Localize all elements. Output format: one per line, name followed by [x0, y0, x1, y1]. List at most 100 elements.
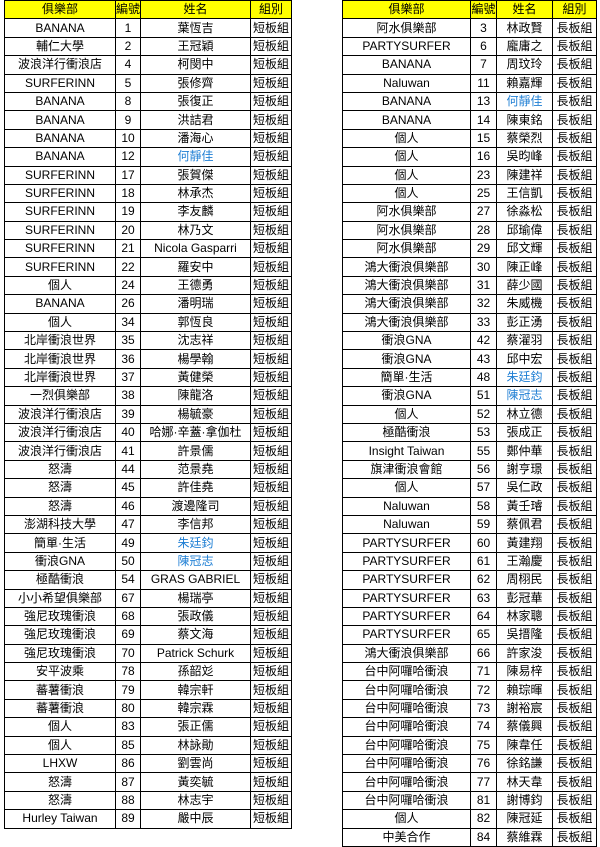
row: 衝浪GNA 42 蔡濯羽 長板組: [342, 331, 597, 351]
name-cell: 鄭仲華: [496, 441, 553, 461]
name-cell: 黃健榮: [140, 367, 251, 388]
group-cell: 短板組: [250, 91, 292, 112]
name-cell: 吳仁政: [496, 478, 553, 498]
long-board-table: 俱樂部 編號 姓名 組別 阿水俱樂部 3 林政賢 長板組 PARTYSURFER 6 龐庸之 長板組 B…: [342, 0, 597, 847]
name-cell: 陳東銘: [496, 110, 553, 130]
name-cell: 張賀傑: [140, 165, 251, 185]
row: BANANA 26 潘明瑞 短板組: [4, 294, 292, 314]
number-cell: 13: [470, 91, 497, 112]
group-cell: 長板組: [552, 533, 597, 553]
row: 澎湖科技大學 47 李信邦 短板組: [4, 514, 292, 535]
club-cell: 衝浪GNA: [4, 551, 116, 572]
name-cell: 黃建翔: [496, 533, 553, 553]
number-cell: 66: [470, 643, 497, 664]
club-cell: BANANA: [4, 147, 116, 167]
group-cell: 長板組: [552, 754, 597, 774]
name-cell: 邱中宏: [496, 349, 553, 369]
number-cell: 6: [470, 36, 497, 57]
row: 一烈俱樂部 38 陳龍洛 短板組: [4, 386, 292, 406]
row: PARTYSURFER 60 黃建翔 長板組: [342, 533, 597, 553]
row: 鴻大衝浪俱樂部 66 許家浚 長板組: [342, 643, 597, 664]
club-cell: 蕃薯衝浪: [4, 698, 116, 719]
number-cell: 72: [470, 680, 497, 700]
group-cell: 長板組: [552, 588, 597, 608]
number-cell: 49: [115, 533, 141, 553]
club-cell: 極酷衝浪: [342, 422, 471, 443]
group-cell: 短板組: [250, 643, 292, 664]
row: 北岸衝浪世界 36 楊學翰 短板組: [4, 349, 292, 369]
group-cell: 短板組: [250, 294, 292, 314]
name-cell: 羅安中: [140, 257, 251, 277]
row: 波浪洋行衝浪店 40 哈娜·辛蓋·拿伽杜 短板組: [4, 422, 292, 443]
number-cell: 74: [470, 717, 497, 737]
name-cell: 嚴中辰: [140, 809, 251, 829]
group-cell: 短板組: [250, 312, 292, 333]
name-cell: 林天韋: [496, 772, 553, 792]
number-cell: 16: [470, 147, 497, 167]
group-cell: 長板組: [552, 625, 597, 645]
header-cell: 姓名: [140, 0, 251, 20]
name-cell: 孫韶彣: [140, 662, 251, 682]
number-cell: 18: [115, 183, 141, 204]
club-cell: 強尼玫瑰衝浪: [4, 643, 116, 664]
club-cell: 衝浪GNA: [342, 386, 471, 406]
club-cell: 阿水俱樂部: [342, 18, 471, 38]
name-cell: 李信邦: [140, 514, 251, 535]
group-cell: 長板組: [552, 827, 597, 847]
club-cell: 個人: [342, 809, 471, 829]
group-cell: 長板組: [552, 367, 597, 388]
row: 台中阿囉哈衝浪 73 謝裕宸 長板組: [342, 698, 597, 719]
name-cell: 郭恆良: [140, 312, 251, 333]
number-cell: 75: [470, 735, 497, 756]
row: 個人 34 郭恆良 短板組: [4, 312, 292, 333]
name-cell: 許景儒: [140, 441, 251, 461]
name-cell: GRAS GABRIEL: [140, 570, 251, 590]
row: SURFERINN 21 Nicola Gasparri 短板組: [4, 239, 292, 259]
group-cell: 短板組: [250, 588, 292, 608]
row: SURFERINN 5 張修齊 短板組: [4, 73, 292, 93]
row: 強尼玫瑰衝浪 68 張政儀 短板組: [4, 606, 292, 627]
number-cell: 63: [470, 588, 497, 608]
club-cell: 強尼玫瑰衝浪: [4, 606, 116, 627]
row: Naluwan 58 黃壬璿 長板組: [342, 496, 597, 516]
name-cell: 彭正湧: [496, 312, 553, 333]
row: 怒濤 44 范景堯 短板組: [4, 459, 292, 480]
club-cell: 北岸衝浪世界: [4, 349, 116, 369]
club-cell: 怒濤: [4, 772, 116, 792]
number-cell: 37: [115, 367, 141, 388]
number-cell: 73: [470, 698, 497, 719]
header-row: 俱樂部 編號 姓名 組別: [4, 0, 292, 20]
group-cell: 短板組: [250, 459, 292, 480]
row: 極酷衝浪 53 張成正 長板組: [342, 422, 597, 443]
name-cell: 王德勇: [140, 275, 251, 296]
row: 鴻大衝浪俱樂部 31 薛少國 長板組: [342, 275, 597, 296]
group-cell: 長板組: [552, 183, 597, 204]
group-cell: 長板組: [552, 772, 597, 792]
group-cell: 長板組: [552, 643, 597, 664]
number-cell: 5: [115, 73, 141, 93]
group-cell: 短板組: [250, 239, 292, 259]
group-cell: 長板組: [552, 331, 597, 351]
club-cell: 怒濤: [4, 478, 116, 498]
number-cell: 79: [115, 680, 141, 700]
row: 安平波乘 78 孫韶彣 短板組: [4, 662, 292, 682]
group-cell: 短板組: [250, 717, 292, 737]
group-cell: 長板組: [552, 239, 597, 259]
group-cell: 短板組: [250, 110, 292, 130]
name-cell: 楊毓豪: [140, 404, 251, 424]
group-cell: 長板組: [552, 165, 597, 185]
club-cell: 台中阿囉哈衝浪: [342, 735, 471, 756]
club-cell: 個人: [342, 478, 471, 498]
club-cell: 蕃薯衝浪: [4, 680, 116, 700]
name-cell: 范景堯: [140, 459, 251, 480]
name-cell: 楊瑞亭: [140, 588, 251, 608]
name-cell: 謝博鈞: [496, 790, 553, 811]
number-cell: 24: [115, 275, 141, 296]
club-cell: 鴻大衝浪俱樂部: [342, 312, 471, 333]
number-cell: 11: [470, 73, 497, 93]
group-cell: 短板組: [250, 735, 292, 756]
name-cell: 林政賢: [496, 18, 553, 38]
club-cell: SURFERINN: [4, 220, 116, 241]
number-cell: 17: [115, 165, 141, 185]
row: 鴻大衝浪俱樂部 30 陳正峰 長板組: [342, 257, 597, 277]
